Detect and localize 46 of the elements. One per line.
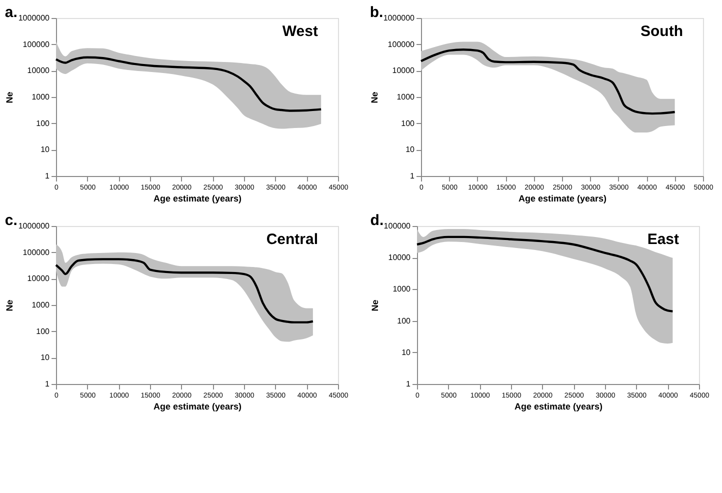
y-tick-label: 10 bbox=[402, 348, 412, 357]
y-tick-label: 1000000 bbox=[383, 14, 416, 22]
y-tick-label: 1 bbox=[406, 380, 412, 388]
chart-title: West bbox=[282, 23, 318, 40]
line-series bbox=[54, 56, 322, 112]
y-tick-label: 100 bbox=[36, 118, 50, 128]
y-tick-label: 1 bbox=[410, 172, 416, 180]
x-axis-title: Age estimate (years) bbox=[514, 402, 603, 412]
chart-title: South bbox=[640, 23, 683, 40]
x-axis-title: Age estimate (years) bbox=[153, 194, 242, 204]
text: c. bbox=[4, 212, 18, 229]
y-tick-label: 1000 bbox=[32, 300, 50, 310]
text: b. bbox=[370, 4, 384, 21]
y-tick-label: 1000 bbox=[32, 92, 50, 102]
y-tick-label: 1 bbox=[45, 172, 50, 180]
y-tick-label: 10000 bbox=[392, 66, 416, 76]
y-tick-label: 100000 bbox=[388, 40, 416, 49]
y-axis-title: Ne bbox=[370, 300, 380, 312]
y-tick-label: 100 bbox=[36, 326, 50, 336]
chart-title: Central bbox=[266, 231, 318, 248]
y-tick-label: 10000 bbox=[388, 253, 412, 262]
y-axis-title: Ne bbox=[369, 92, 380, 104]
y-tick-label: 100000 bbox=[384, 222, 412, 230]
y-tick-label: 100 bbox=[397, 316, 412, 326]
y-tick-label: 1000000 bbox=[18, 14, 50, 22]
y-tick-label: 10 bbox=[40, 353, 50, 362]
y-tick-label: 10 bbox=[40, 145, 50, 154]
y-tick-label: 10 bbox=[406, 145, 416, 154]
y-tick-label: 100000 bbox=[22, 40, 50, 49]
text: d. bbox=[370, 212, 384, 229]
chart-title: East bbox=[647, 231, 679, 248]
y-tick-label: 10000 bbox=[27, 66, 50, 76]
y-tick-label: 1 bbox=[45, 380, 50, 388]
y-tick-label: 1000 bbox=[396, 92, 416, 102]
y-tick-label: 10000 bbox=[27, 274, 50, 284]
text: a. bbox=[4, 4, 18, 21]
y-tick-label: 1000000 bbox=[18, 222, 50, 230]
x-axis-title: Age estimate (years) bbox=[518, 194, 607, 204]
y-axis-title: Ne bbox=[4, 92, 14, 104]
line-series bbox=[54, 258, 314, 324]
y-tick-label: 100 bbox=[401, 118, 416, 128]
line-series bbox=[420, 48, 676, 115]
x-axis-title: Age estimate (years) bbox=[153, 402, 242, 412]
y-tick-label: 1000 bbox=[392, 284, 412, 294]
y-tick-label: 100000 bbox=[22, 248, 50, 257]
y-axis-title: Ne bbox=[4, 300, 14, 312]
